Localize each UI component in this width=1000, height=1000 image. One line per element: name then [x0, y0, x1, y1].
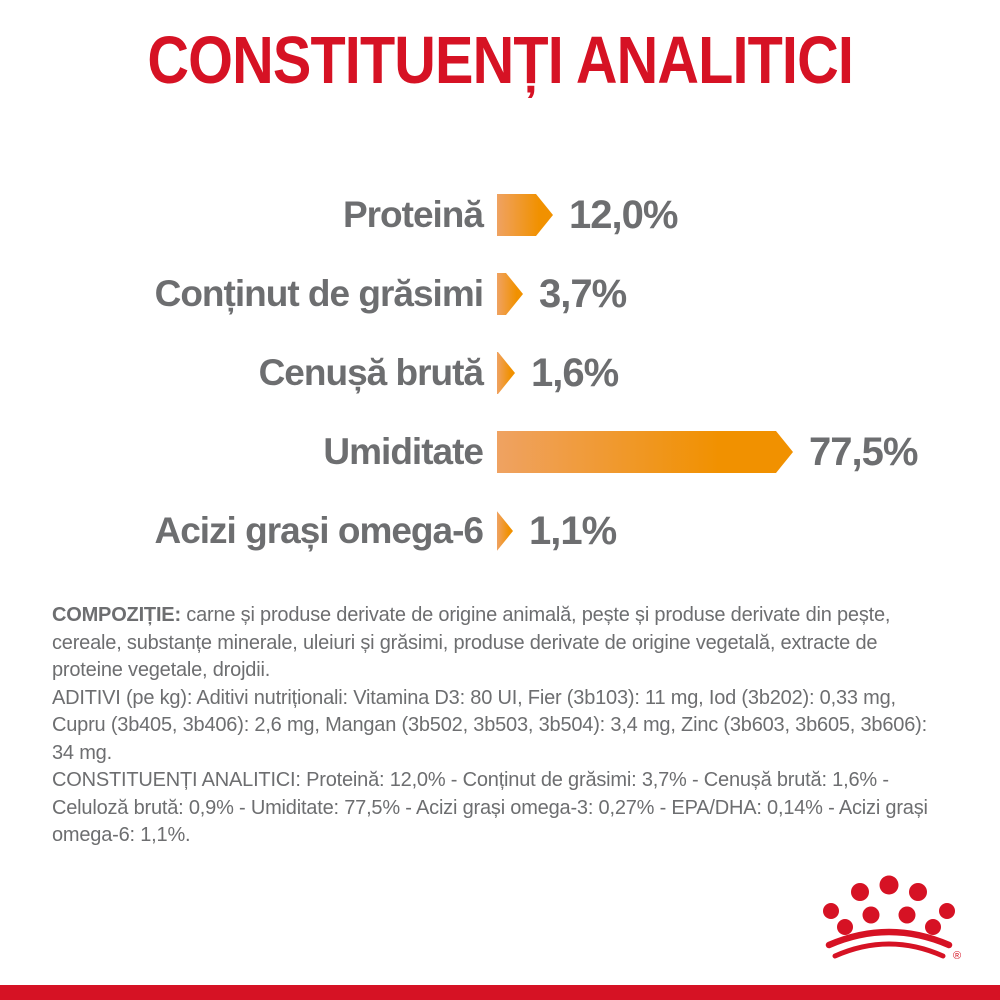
ingredients-info-block: COMPOZIȚIE: carne și produse derivate de… — [52, 602, 952, 850]
chart-row-ash: Cenușă brută 1,6% — [0, 350, 1000, 395]
additives-paragraph: ADITIVI (pe kg): Aditivi nutriționali: V… — [52, 685, 952, 768]
bar-label: Acizi grași omega-6 — [154, 510, 484, 551]
bar-value: 77,5% — [809, 429, 918, 474]
bar-value: 1,1% — [529, 508, 617, 553]
royal-canin-crown-icon: ® — [823, 875, 961, 962]
bar-protein — [497, 194, 553, 236]
composition-text: carne și produse derivate de origine ani… — [52, 604, 891, 681]
bar-value: 12,0% — [569, 192, 678, 237]
analytical-constituents-chart: Proteină 12,0% Conținut de grăsimi 3,7% … — [0, 192, 1000, 589]
bar-ash — [497, 352, 515, 394]
bar-moisture — [497, 431, 793, 473]
chart-row-protein: Proteină 12,0% — [0, 192, 1000, 237]
chart-row-moisture: Umiditate 77,5% — [0, 429, 1000, 474]
bar-omega6 — [497, 510, 513, 552]
analytical-text: Proteină: 12,0% - Conținut de grăsimi: 3… — [52, 769, 928, 846]
bottom-red-strip — [0, 985, 1000, 1000]
bar-label: Umiditate — [323, 431, 484, 472]
registered-mark: ® — [953, 950, 961, 962]
bar-label: Proteină — [342, 194, 484, 235]
analytical-label: CONSTITUENȚI ANALITICI: — [52, 769, 301, 791]
chart-row-fat: Conținut de grăsimi 3,7% — [0, 271, 1000, 316]
additives-label: ADITIVI (pe kg): — [52, 686, 193, 709]
page-title-wrap: CONSTITUENȚI ANALITICI — [0, 22, 1000, 99]
bar-value: 3,7% — [539, 271, 627, 316]
bar-label: Cenușă brută — [258, 352, 484, 393]
composition-paragraph: COMPOZIȚIE: carne și produse derivate de… — [52, 602, 952, 685]
bar-value: 1,6% — [531, 350, 619, 395]
additives-text: Aditivi nutriționali: Vitamina D3: 80 UI… — [52, 686, 927, 764]
bar-label: Conținut de grăsimi — [154, 273, 484, 314]
analytical-paragraph: CONSTITUENȚI ANALITICI: Proteină: 12,0% … — [52, 767, 952, 850]
page-title: CONSTITUENȚI ANALITICI — [147, 23, 853, 98]
composition-label: COMPOZIȚIE: — [52, 604, 181, 626]
chart-row-omega6: Acizi grași omega-6 1,1% — [0, 508, 1000, 553]
bar-fat — [497, 273, 523, 315]
